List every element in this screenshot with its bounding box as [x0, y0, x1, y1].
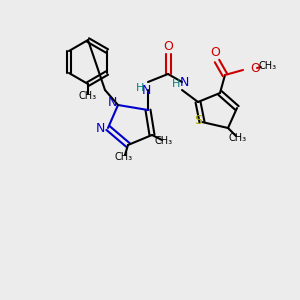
Text: S: S	[194, 113, 202, 127]
Text: CH₃: CH₃	[259, 61, 277, 71]
Text: N: N	[95, 122, 105, 134]
Text: CH₃: CH₃	[155, 136, 173, 146]
Text: N: N	[141, 83, 151, 97]
Text: O: O	[210, 46, 220, 59]
Text: O: O	[163, 40, 173, 52]
Text: O: O	[250, 61, 260, 74]
Text: N: N	[179, 76, 189, 88]
Text: CH₃: CH₃	[229, 133, 247, 143]
Text: N: N	[107, 95, 117, 109]
Text: CH₃: CH₃	[79, 91, 97, 101]
Text: H: H	[172, 79, 180, 89]
Text: CH₃: CH₃	[115, 152, 133, 162]
Text: H: H	[136, 83, 144, 93]
